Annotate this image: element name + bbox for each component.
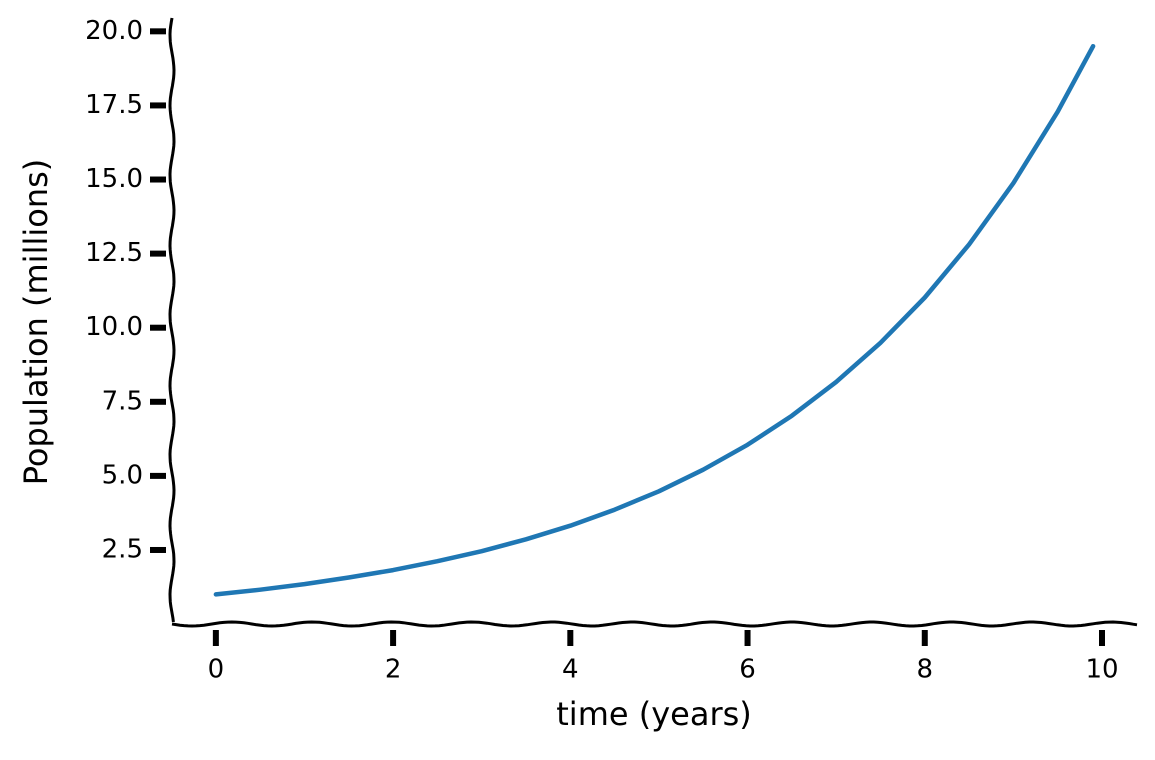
x-tick-label: 8 bbox=[916, 655, 933, 685]
y-axis-label: Population (millions) bbox=[17, 159, 55, 486]
x-tick-label: 10 bbox=[1085, 655, 1118, 685]
x-axis-label: time (years) bbox=[556, 695, 752, 733]
y-tick-label: 20.0 bbox=[85, 16, 143, 46]
y-tick-label: 7.5 bbox=[102, 386, 143, 416]
y-tick-label: 12.5 bbox=[85, 238, 143, 268]
y-tick-label: 15.0 bbox=[85, 164, 143, 194]
y-tick-label: 5.0 bbox=[102, 460, 143, 490]
y-tick-label: 17.5 bbox=[85, 90, 143, 120]
x-tick-label: 6 bbox=[739, 655, 756, 685]
y-axis-spine bbox=[168, 17, 176, 623]
data-line bbox=[213, 43, 1096, 597]
x-axis-spine bbox=[171, 620, 1138, 628]
x-tick-label: 4 bbox=[562, 655, 579, 685]
y-tick-label: 2.5 bbox=[102, 534, 143, 564]
x-tick-label: 2 bbox=[385, 655, 402, 685]
y-tick-label: 10.0 bbox=[85, 312, 143, 342]
x-tick-label: 0 bbox=[208, 655, 225, 685]
